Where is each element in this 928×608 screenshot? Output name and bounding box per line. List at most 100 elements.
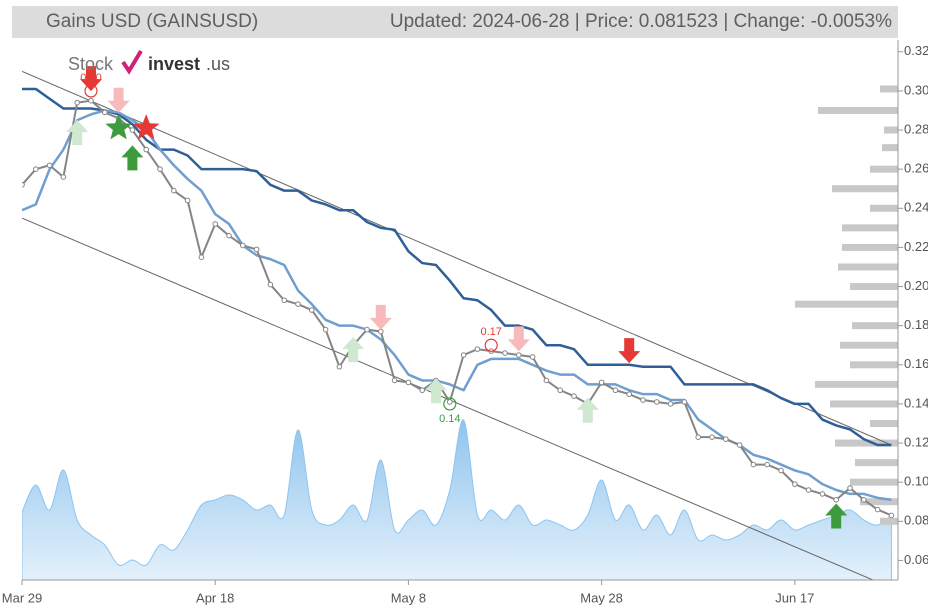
series-line	[22, 99, 892, 517]
logo: Stock invest .us	[68, 49, 230, 75]
signal-up	[342, 337, 365, 363]
signal-down	[80, 66, 102, 92]
price-point	[295, 301, 301, 307]
y-tick-label: 0.12	[904, 434, 928, 449]
volume-profile-bar	[832, 185, 898, 193]
price-point	[171, 187, 177, 194]
price-point	[129, 127, 136, 133]
signal-down	[618, 338, 641, 364]
price-point	[391, 377, 398, 384]
volume-profile-bar	[815, 380, 898, 388]
y-tick-label: 0.28	[904, 121, 928, 136]
price-point	[709, 434, 715, 440]
price-point	[460, 352, 467, 358]
volume-profile-bar	[850, 283, 898, 291]
price-point	[764, 461, 771, 468]
volume-profile-bar	[850, 361, 898, 369]
price-point	[157, 166, 163, 172]
signal-star	[105, 114, 132, 140]
price-point	[681, 399, 688, 405]
price-point	[74, 99, 80, 106]
price-point	[88, 97, 94, 104]
price-point	[33, 166, 39, 172]
price-point	[847, 485, 853, 491]
y-tick-label: 0.30	[904, 82, 928, 97]
y-tick-label: 0.16	[904, 356, 928, 371]
annotation-label: 0.14	[439, 413, 460, 425]
y-tick-label: 0.18	[904, 317, 928, 332]
volume-profile-bar	[840, 341, 898, 349]
volume-profile-bar	[838, 263, 898, 271]
price-point	[792, 481, 798, 487]
y-tick-label: 0.20	[904, 278, 928, 293]
price-point	[667, 401, 674, 407]
volume-profile-bar	[855, 459, 898, 467]
volume-profile-bar	[870, 204, 898, 212]
price-point	[198, 254, 205, 261]
x-tick-label: Jun 17	[775, 590, 814, 605]
price-point	[654, 399, 660, 405]
volume-profile-bar	[795, 300, 898, 308]
volume-profile-bar	[880, 517, 898, 525]
signal-up	[576, 397, 599, 423]
price-point	[102, 109, 108, 116]
price-point	[833, 496, 840, 503]
price-point	[474, 346, 481, 352]
plot: 0.300.170.14	[22, 66, 898, 580]
signal-up	[66, 119, 89, 145]
price-point	[571, 393, 577, 399]
price-point	[778, 467, 784, 474]
price-point	[805, 487, 812, 493]
price-point	[60, 174, 67, 180]
volume-profile-bar	[860, 498, 898, 506]
logo-invest: invest	[148, 54, 200, 74]
volume-profile-bar	[830, 400, 898, 408]
volume-profile-bar	[884, 126, 898, 134]
volume-profile-bar	[842, 224, 898, 232]
price-point	[226, 232, 232, 239]
volume-profile-bar	[852, 322, 898, 330]
annotation-marker	[484, 338, 498, 352]
price-point	[626, 391, 633, 397]
price-point	[22, 182, 25, 188]
price-point	[640, 397, 646, 403]
volume-profile-bar	[882, 144, 898, 152]
volume-profile-bar	[880, 85, 898, 93]
signal-up	[121, 145, 144, 171]
price-point	[46, 162, 53, 169]
x-tick-label: Apr 18	[196, 590, 234, 605]
price-point	[419, 387, 426, 394]
logo-check	[121, 49, 143, 75]
signal-up	[425, 378, 447, 404]
volume-profile-bar	[818, 106, 898, 114]
logo-stock: Stock	[68, 54, 114, 74]
price-point	[502, 350, 508, 356]
y-tick-label: 0.06	[904, 552, 928, 567]
price-point	[184, 197, 191, 204]
x-tick-label: May 8	[391, 590, 426, 605]
price-point	[364, 326, 370, 333]
price-point	[723, 436, 729, 442]
price-point	[267, 281, 274, 288]
x-tick-label: Mar 29	[2, 590, 42, 605]
price-point	[212, 221, 218, 227]
annotation-marker	[443, 397, 457, 411]
channel-line	[22, 70, 892, 446]
logo-domain: .us	[206, 54, 230, 74]
price-point	[819, 491, 826, 497]
price-point	[378, 328, 384, 335]
signal-down	[369, 304, 392, 330]
price-point	[736, 442, 743, 448]
price-point	[598, 379, 605, 386]
price-point	[281, 297, 288, 304]
series-line	[22, 87, 892, 447]
signal-down	[507, 326, 530, 352]
price-point	[543, 377, 550, 384]
price-point	[612, 387, 619, 394]
price-point	[861, 496, 867, 503]
y-tick-label: 0.08	[904, 513, 928, 528]
volume-profile-bar	[835, 439, 898, 447]
signal-up	[825, 503, 848, 529]
y-tick-label: 0.10	[904, 474, 928, 489]
